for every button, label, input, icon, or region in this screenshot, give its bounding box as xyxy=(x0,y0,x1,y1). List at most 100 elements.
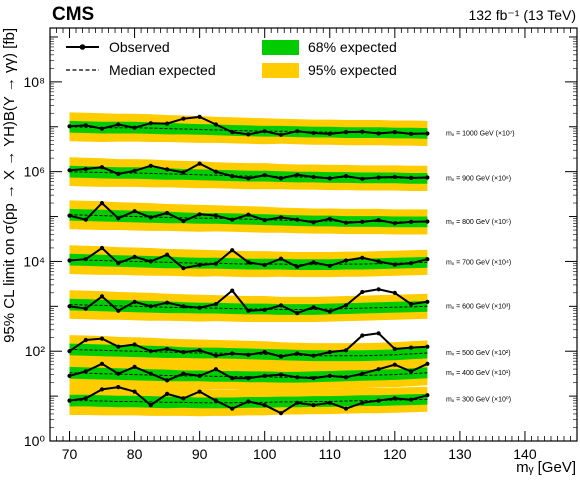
legend-band95: 95% expected xyxy=(262,62,397,78)
observed-point xyxy=(83,306,88,311)
observed-point xyxy=(295,400,300,405)
observed-point xyxy=(409,345,414,350)
y-tick-label: 10⁸ xyxy=(24,74,46,90)
observed-point xyxy=(230,406,235,411)
observed-point xyxy=(278,256,284,261)
observed-point xyxy=(262,373,267,378)
band68-1 xyxy=(69,165,428,184)
observed-point xyxy=(311,220,316,225)
observed-point xyxy=(197,114,202,119)
observed-point xyxy=(409,175,414,180)
observed-point xyxy=(181,350,186,355)
observed-point xyxy=(181,218,186,224)
legend-expected-label: Median expected xyxy=(109,62,216,78)
observed-point xyxy=(409,302,414,307)
observed-point xyxy=(360,400,365,405)
observed-point xyxy=(392,290,397,295)
observed-point xyxy=(425,361,430,366)
observed-point xyxy=(278,303,284,308)
observed-point xyxy=(327,216,332,221)
x-tick-label: 100 xyxy=(253,446,277,462)
y-tick-label: 10⁶ xyxy=(24,164,45,180)
observed-point xyxy=(148,163,153,168)
x-tick-label: 70 xyxy=(62,446,78,462)
observed-point xyxy=(132,168,137,173)
observed-point xyxy=(132,389,137,394)
observed-point xyxy=(343,375,349,380)
observed-point xyxy=(148,403,153,408)
observed-point xyxy=(425,299,430,304)
observed-point xyxy=(132,342,137,347)
observed-point xyxy=(262,173,267,178)
band68-0 xyxy=(69,120,428,139)
observed-point xyxy=(392,262,397,267)
observed-point xyxy=(392,130,397,135)
observed-point xyxy=(425,344,430,349)
observed-point xyxy=(213,169,218,174)
observed-point xyxy=(327,373,332,378)
observed-point xyxy=(246,376,251,381)
band68-5 xyxy=(69,343,428,362)
observed-point xyxy=(376,131,381,136)
observed-point xyxy=(148,371,153,376)
observed-point xyxy=(230,217,235,222)
y-axis-title: 95% CL limit on σ(pp → X → YH)B(Y → γγ) … xyxy=(1,28,18,343)
observed-point xyxy=(343,174,349,179)
observed-point xyxy=(262,307,267,312)
observed-point xyxy=(116,308,121,313)
observed-point xyxy=(311,353,316,358)
observed-point xyxy=(197,373,202,378)
experiment-label: CMS xyxy=(52,4,94,25)
observed-point xyxy=(83,257,88,262)
observed-point xyxy=(295,311,300,316)
observed-point xyxy=(327,350,332,355)
observed-point xyxy=(67,349,72,354)
observed-point xyxy=(132,299,137,304)
legend-band68: 68% expected xyxy=(262,39,397,55)
legend: Observed Median expected 68% expected 95… xyxy=(66,39,397,78)
observed-point xyxy=(67,258,72,263)
observed-point xyxy=(246,308,251,313)
observed-point xyxy=(197,161,202,166)
observed-point xyxy=(425,257,430,262)
observed-point xyxy=(246,212,251,217)
observed-point xyxy=(246,176,251,181)
observed-point xyxy=(246,352,251,357)
observed-point xyxy=(213,261,218,266)
observed-point xyxy=(343,130,349,135)
observed-point xyxy=(409,261,414,266)
observed-point xyxy=(213,398,218,403)
observed-point xyxy=(295,351,300,356)
observed-point xyxy=(132,209,137,214)
axis-ticks: 70 80 90 100 110 120 130 140 10⁰ 10² 10⁴ 10⁶ 10⁸ xyxy=(23,28,578,462)
observed-point xyxy=(311,260,316,265)
observed-point xyxy=(197,348,202,353)
observed-point xyxy=(327,263,332,268)
observed-point xyxy=(83,396,88,401)
observed-point xyxy=(278,354,284,359)
observed-point xyxy=(311,174,316,180)
observed-point xyxy=(230,248,235,253)
observed-point xyxy=(425,175,430,180)
mass-point-label-1: mₓ = 900 GeV (×10⁶) xyxy=(446,175,511,182)
observed-point xyxy=(116,122,121,127)
observed-point xyxy=(213,367,218,372)
observed-point xyxy=(67,213,72,218)
x-tick-label: 140 xyxy=(513,446,537,462)
observed-point xyxy=(278,176,284,181)
x-tick-label: 120 xyxy=(383,446,407,462)
x-tick-label: 110 xyxy=(319,446,342,462)
y-tick-label: 10⁴ xyxy=(23,253,45,269)
observed-point xyxy=(148,121,153,126)
observed-point xyxy=(165,121,170,126)
observed-point xyxy=(360,371,365,376)
observed-point xyxy=(278,411,284,416)
observed-point xyxy=(278,215,284,220)
luminosity-label: 132 fb⁻¹ (13 TeV) xyxy=(468,7,576,23)
observed-point xyxy=(343,348,349,353)
observed-point xyxy=(230,130,235,135)
observed-point xyxy=(116,216,121,221)
observed-point xyxy=(327,176,332,181)
observed-point xyxy=(246,132,251,137)
observed-point xyxy=(246,260,251,265)
